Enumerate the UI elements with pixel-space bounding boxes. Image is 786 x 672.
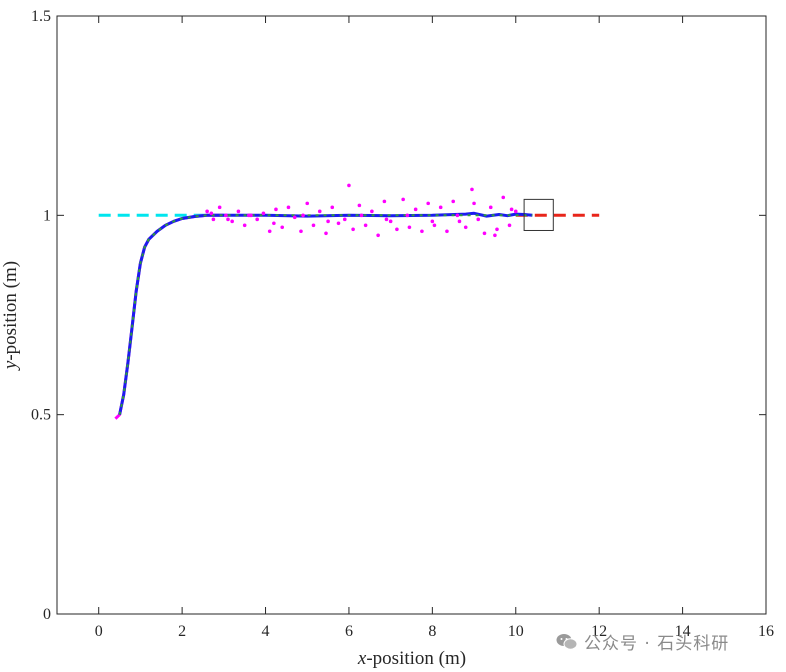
x-axis-label: x-position (m)	[357, 648, 466, 669]
axes-layer: 0 2 4 6 8 10 12 14 16 0 0.5 1 1.5	[31, 8, 774, 640]
scatter-point	[493, 233, 497, 238]
scatter-point	[261, 211, 266, 216]
y-tick-label: 0	[43, 606, 51, 623]
scatter-point	[274, 207, 278, 212]
scatter-point	[301, 213, 305, 218]
scatter-point	[305, 201, 310, 206]
scatter-point	[226, 217, 230, 222]
wechat-icon	[556, 633, 578, 650]
scatter-point	[209, 211, 214, 216]
scatter-layer	[205, 183, 518, 238]
scatter-point	[401, 197, 405, 202]
scatter-point	[438, 205, 443, 210]
scatter-point	[382, 199, 387, 204]
scatter-point	[501, 195, 506, 200]
series-layer	[98, 211, 600, 420]
scatter-point	[359, 213, 364, 218]
scatter-point	[267, 229, 272, 234]
scatter-point	[405, 213, 410, 218]
scatter-point	[272, 221, 276, 226]
series-line-3	[118, 211, 533, 416]
scatter-point	[457, 219, 462, 224]
scatter-point	[445, 229, 449, 234]
x-tick-label: 2	[178, 623, 186, 640]
scatter-point	[317, 209, 322, 214]
scatter-point	[420, 229, 424, 234]
scatter-point	[280, 225, 285, 230]
x-tick-label: 0	[95, 623, 103, 640]
x-tick-label: 14	[675, 623, 691, 640]
scatter-point	[205, 209, 209, 214]
x-tick-label: 16	[758, 623, 774, 640]
scatter-point	[395, 227, 399, 232]
scatter-point	[430, 219, 435, 224]
scatter-point	[299, 229, 303, 234]
scatter-point	[351, 227, 355, 232]
scatter-point	[370, 209, 374, 214]
scatter-point	[357, 203, 362, 208]
scatter-point	[388, 219, 393, 224]
y-tick-label: 0.5	[31, 407, 51, 424]
scatter-point	[292, 215, 297, 220]
scatter-point	[336, 221, 341, 226]
series-line-4	[118, 214, 533, 415]
scatter-point	[476, 217, 481, 222]
x-tick-label: 6	[345, 623, 353, 640]
scatter-point	[236, 209, 241, 214]
scatter-point	[363, 223, 368, 228]
x-tick-label: 12	[591, 623, 607, 640]
scatter-point	[347, 183, 351, 188]
scatter-point	[509, 207, 514, 212]
scatter-point	[247, 213, 251, 218]
scatter-point	[326, 219, 330, 224]
scatter-point	[342, 217, 347, 222]
scatter-point	[472, 201, 476, 206]
watermark: 公众号 · 石头科研	[556, 629, 729, 654]
scatter-point	[495, 227, 499, 232]
scatter-point	[507, 223, 512, 228]
x-tick-label: 4	[262, 623, 270, 640]
y-tick-label: 1.5	[31, 8, 51, 25]
scatter-point	[311, 223, 316, 228]
scatter-point	[513, 209, 518, 214]
scatter-point	[488, 205, 493, 210]
scatter-point	[384, 217, 389, 222]
zoom-inset-box	[523, 198, 554, 231]
scatter-point	[482, 231, 487, 236]
y-tick-label: 1	[43, 207, 51, 224]
scatter-point	[455, 213, 460, 218]
plot-area	[56, 15, 767, 615]
x-tick-label: 8	[428, 623, 436, 640]
y-axis-label: y-position (m)	[0, 261, 21, 371]
scatter-point	[426, 201, 430, 206]
scatter-point	[224, 213, 228, 218]
scatter-point	[413, 207, 418, 212]
scatter-point	[286, 205, 291, 210]
scatter-point	[242, 223, 247, 228]
scatter-point	[432, 223, 437, 228]
scatter-point	[211, 217, 216, 222]
scatter-point	[255, 217, 259, 222]
scatter-point	[217, 205, 222, 210]
scatter-point	[324, 231, 328, 236]
scatter-point	[407, 225, 412, 230]
scatter-point	[376, 233, 380, 238]
scatter-point	[451, 199, 456, 204]
scatter-point	[330, 205, 335, 210]
scatter-point	[470, 187, 474, 192]
watermark-text: 公众号 · 石头科研	[584, 634, 730, 654]
scatter-point	[463, 225, 468, 230]
scatter-point	[230, 219, 234, 224]
x-tick-label: 10	[508, 623, 524, 640]
